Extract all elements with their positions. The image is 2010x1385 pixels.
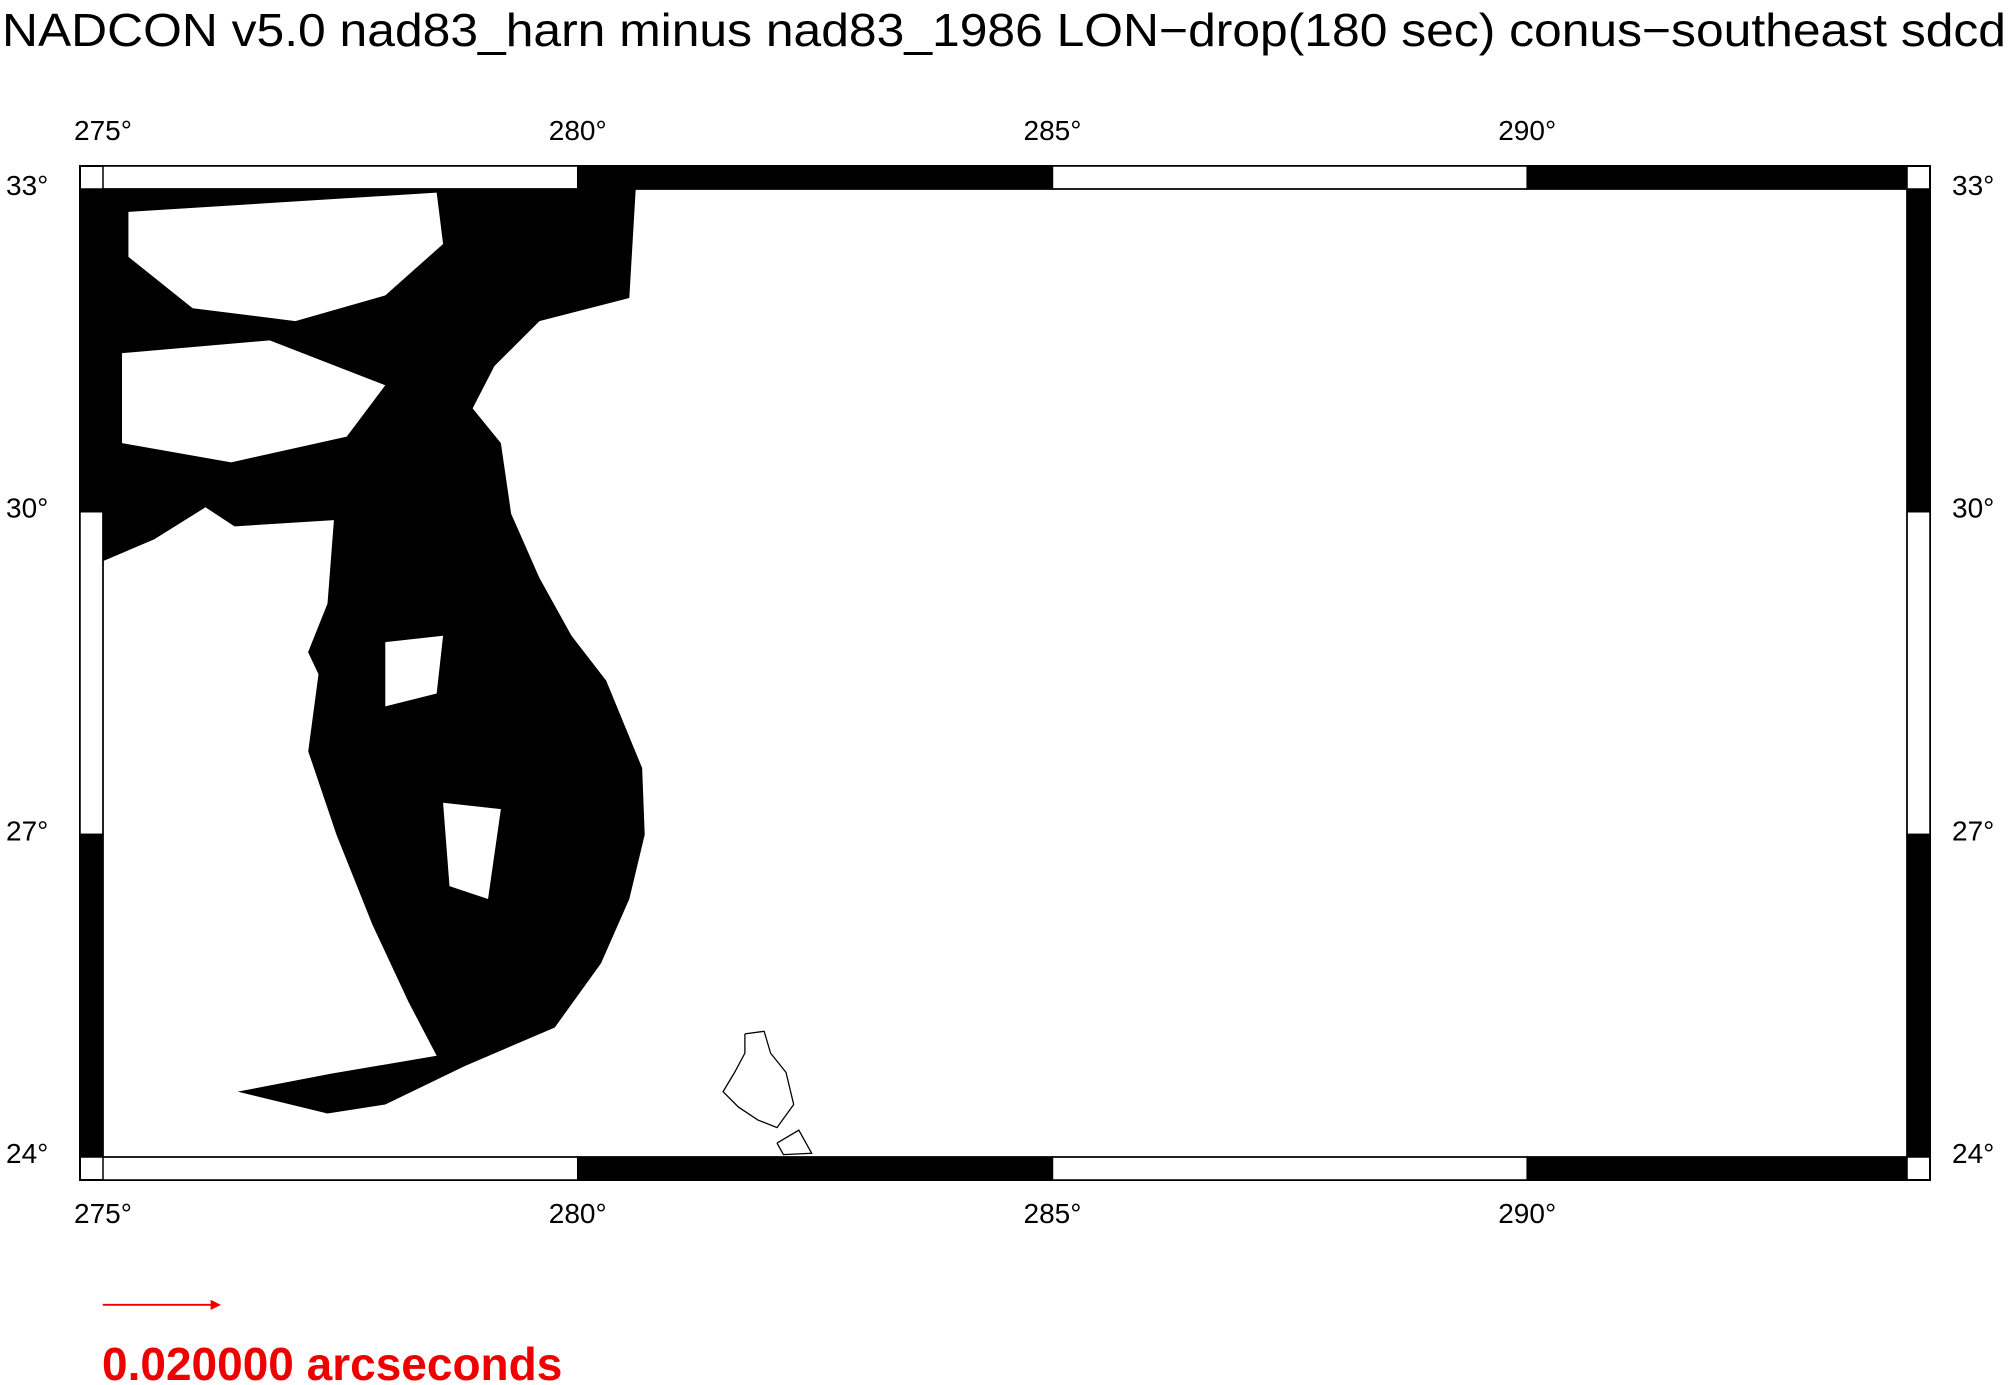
frame-band [79, 510, 104, 836]
y-tick-label: 30° [6, 493, 48, 524]
y-tick-label: 24° [6, 1138, 48, 1169]
title: NADCON v5.0 nad83_harn minus nad83_1986 … [2, 4, 2006, 56]
frame-band [102, 165, 579, 190]
x-tick-label: 280° [549, 115, 607, 146]
scale-label: 0.020000 arcseconds [102, 1338, 562, 1385]
y-tick-label: 33° [1952, 170, 1994, 201]
frame-band [79, 833, 104, 1158]
x-tick-label: 275° [74, 115, 132, 146]
frame-band [576, 165, 1054, 190]
frame-band [79, 188, 104, 513]
x-tick-label: 290° [1498, 115, 1556, 146]
frame-band [1906, 833, 1931, 1158]
y-tick-label: 27° [6, 815, 48, 846]
frame-band [1526, 1156, 1908, 1181]
frame-band [1051, 1156, 1528, 1181]
x-tick-label: 285° [1024, 115, 1082, 146]
data-gaps [122, 192, 501, 900]
coastline [722, 1030, 795, 1129]
frame-band [576, 1156, 1054, 1181]
frame-band [1906, 510, 1931, 836]
frame-band [102, 1156, 579, 1181]
frame-band [1906, 188, 1931, 513]
x-tick-label: 290° [1498, 1198, 1556, 1229]
vector-mass [102, 188, 645, 1114]
y-tick-label: 33° [6, 170, 48, 201]
x-tick-label: 285° [1024, 1198, 1082, 1229]
coastline [776, 1129, 813, 1156]
y-tick-label: 24° [1952, 1138, 1994, 1169]
x-tick-label: 280° [549, 1198, 607, 1229]
y-tick-label: 27° [1952, 815, 1994, 846]
vector-field [102, 188, 813, 1310]
plot-border [102, 188, 1908, 1158]
scale-arrow-head [210, 1299, 221, 1310]
y-tick-label: 30° [1952, 493, 1994, 524]
frame-band [1051, 165, 1528, 190]
x-tick-label: 275° [74, 1198, 132, 1229]
frame-band [1526, 165, 1908, 190]
